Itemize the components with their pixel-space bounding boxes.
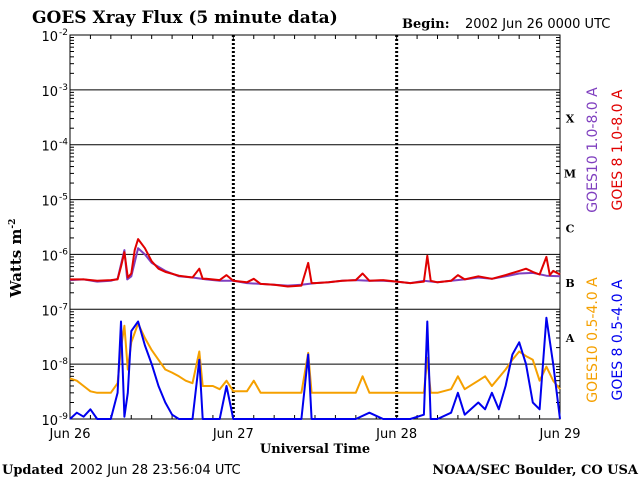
y-axis-ticks: 10-910-810-710-610-510-410-310-2 xyxy=(41,28,68,429)
x-tick-label: Jun 28 xyxy=(375,427,417,442)
y-tick-label: 10 xyxy=(41,85,58,100)
y-tick-label: 10 xyxy=(41,304,58,319)
y-tick-label: 10 xyxy=(41,249,58,264)
plot-frame xyxy=(69,34,561,420)
y-tick-label: 10 xyxy=(41,359,58,374)
chart-title: GOES Xray Flux (5 minute data) xyxy=(32,8,338,28)
flare-class-label: M xyxy=(564,167,576,180)
series-line xyxy=(69,316,561,420)
y-tick-exponent: -8 xyxy=(59,357,68,367)
begin-value: 2002 Jun 26 0000 UTC xyxy=(465,17,610,32)
legend: GOES10 1.0-8.0 A GOES 8 1.0-8.0 A GOES10 0… xyxy=(585,87,626,403)
flare-class-label: C xyxy=(566,222,575,235)
flare-class-label: B xyxy=(565,277,574,290)
updated-label: Updated xyxy=(2,463,63,478)
series-line xyxy=(70,238,561,288)
y-tick-exponent: -5 xyxy=(59,193,68,203)
y-tick-label: 10 xyxy=(41,414,58,429)
y-tick-exponent: -2 xyxy=(59,28,68,38)
updated-value: 2002 Jun 28 23:56:04 UTC xyxy=(70,463,241,478)
flare-class-label: A xyxy=(565,332,575,345)
y-tick-label: 10 xyxy=(41,140,58,155)
begin-label: Begin: xyxy=(402,17,450,32)
x-tick-label: Jun 26 xyxy=(49,427,91,442)
flare-class-labels: X M C B A xyxy=(564,113,576,345)
y-tick-exponent: -9 xyxy=(59,412,68,422)
x-tick-label: Jun 29 xyxy=(539,427,581,442)
legend-entry: GOES10 0.5-4.0 A xyxy=(585,277,601,403)
x-tick-label: Jun 27 xyxy=(212,427,254,442)
flare-class-label: X xyxy=(566,113,575,126)
series-lines xyxy=(69,238,561,420)
series-line xyxy=(69,322,561,394)
y-tick-label: 10 xyxy=(41,30,58,45)
legend-entry: GOES10 1.0-8.0 A xyxy=(585,87,601,213)
series-line xyxy=(69,247,561,287)
y-axis-title: Watts m-2 xyxy=(7,219,25,299)
x-axis-title: Universal Time xyxy=(260,442,370,457)
y-tick-exponent: -7 xyxy=(59,302,68,312)
credit: NOAA/SEC Boulder, CO USA xyxy=(432,463,639,478)
legend-entry: GOES 8 0.5-4.0 A xyxy=(610,279,626,400)
x-axis-ticks: Jun 26 Jun 27 Jun 28 Jun 29 xyxy=(49,427,581,442)
y-tick-exponent: -6 xyxy=(59,247,68,257)
y-tick-exponent: -3 xyxy=(59,83,68,93)
y-tick-label: 10 xyxy=(41,195,58,210)
y-tick-exponent: -4 xyxy=(59,138,68,148)
legend-entry: GOES 8 1.0-8.0 A xyxy=(610,89,626,210)
plot-grid xyxy=(69,34,561,420)
